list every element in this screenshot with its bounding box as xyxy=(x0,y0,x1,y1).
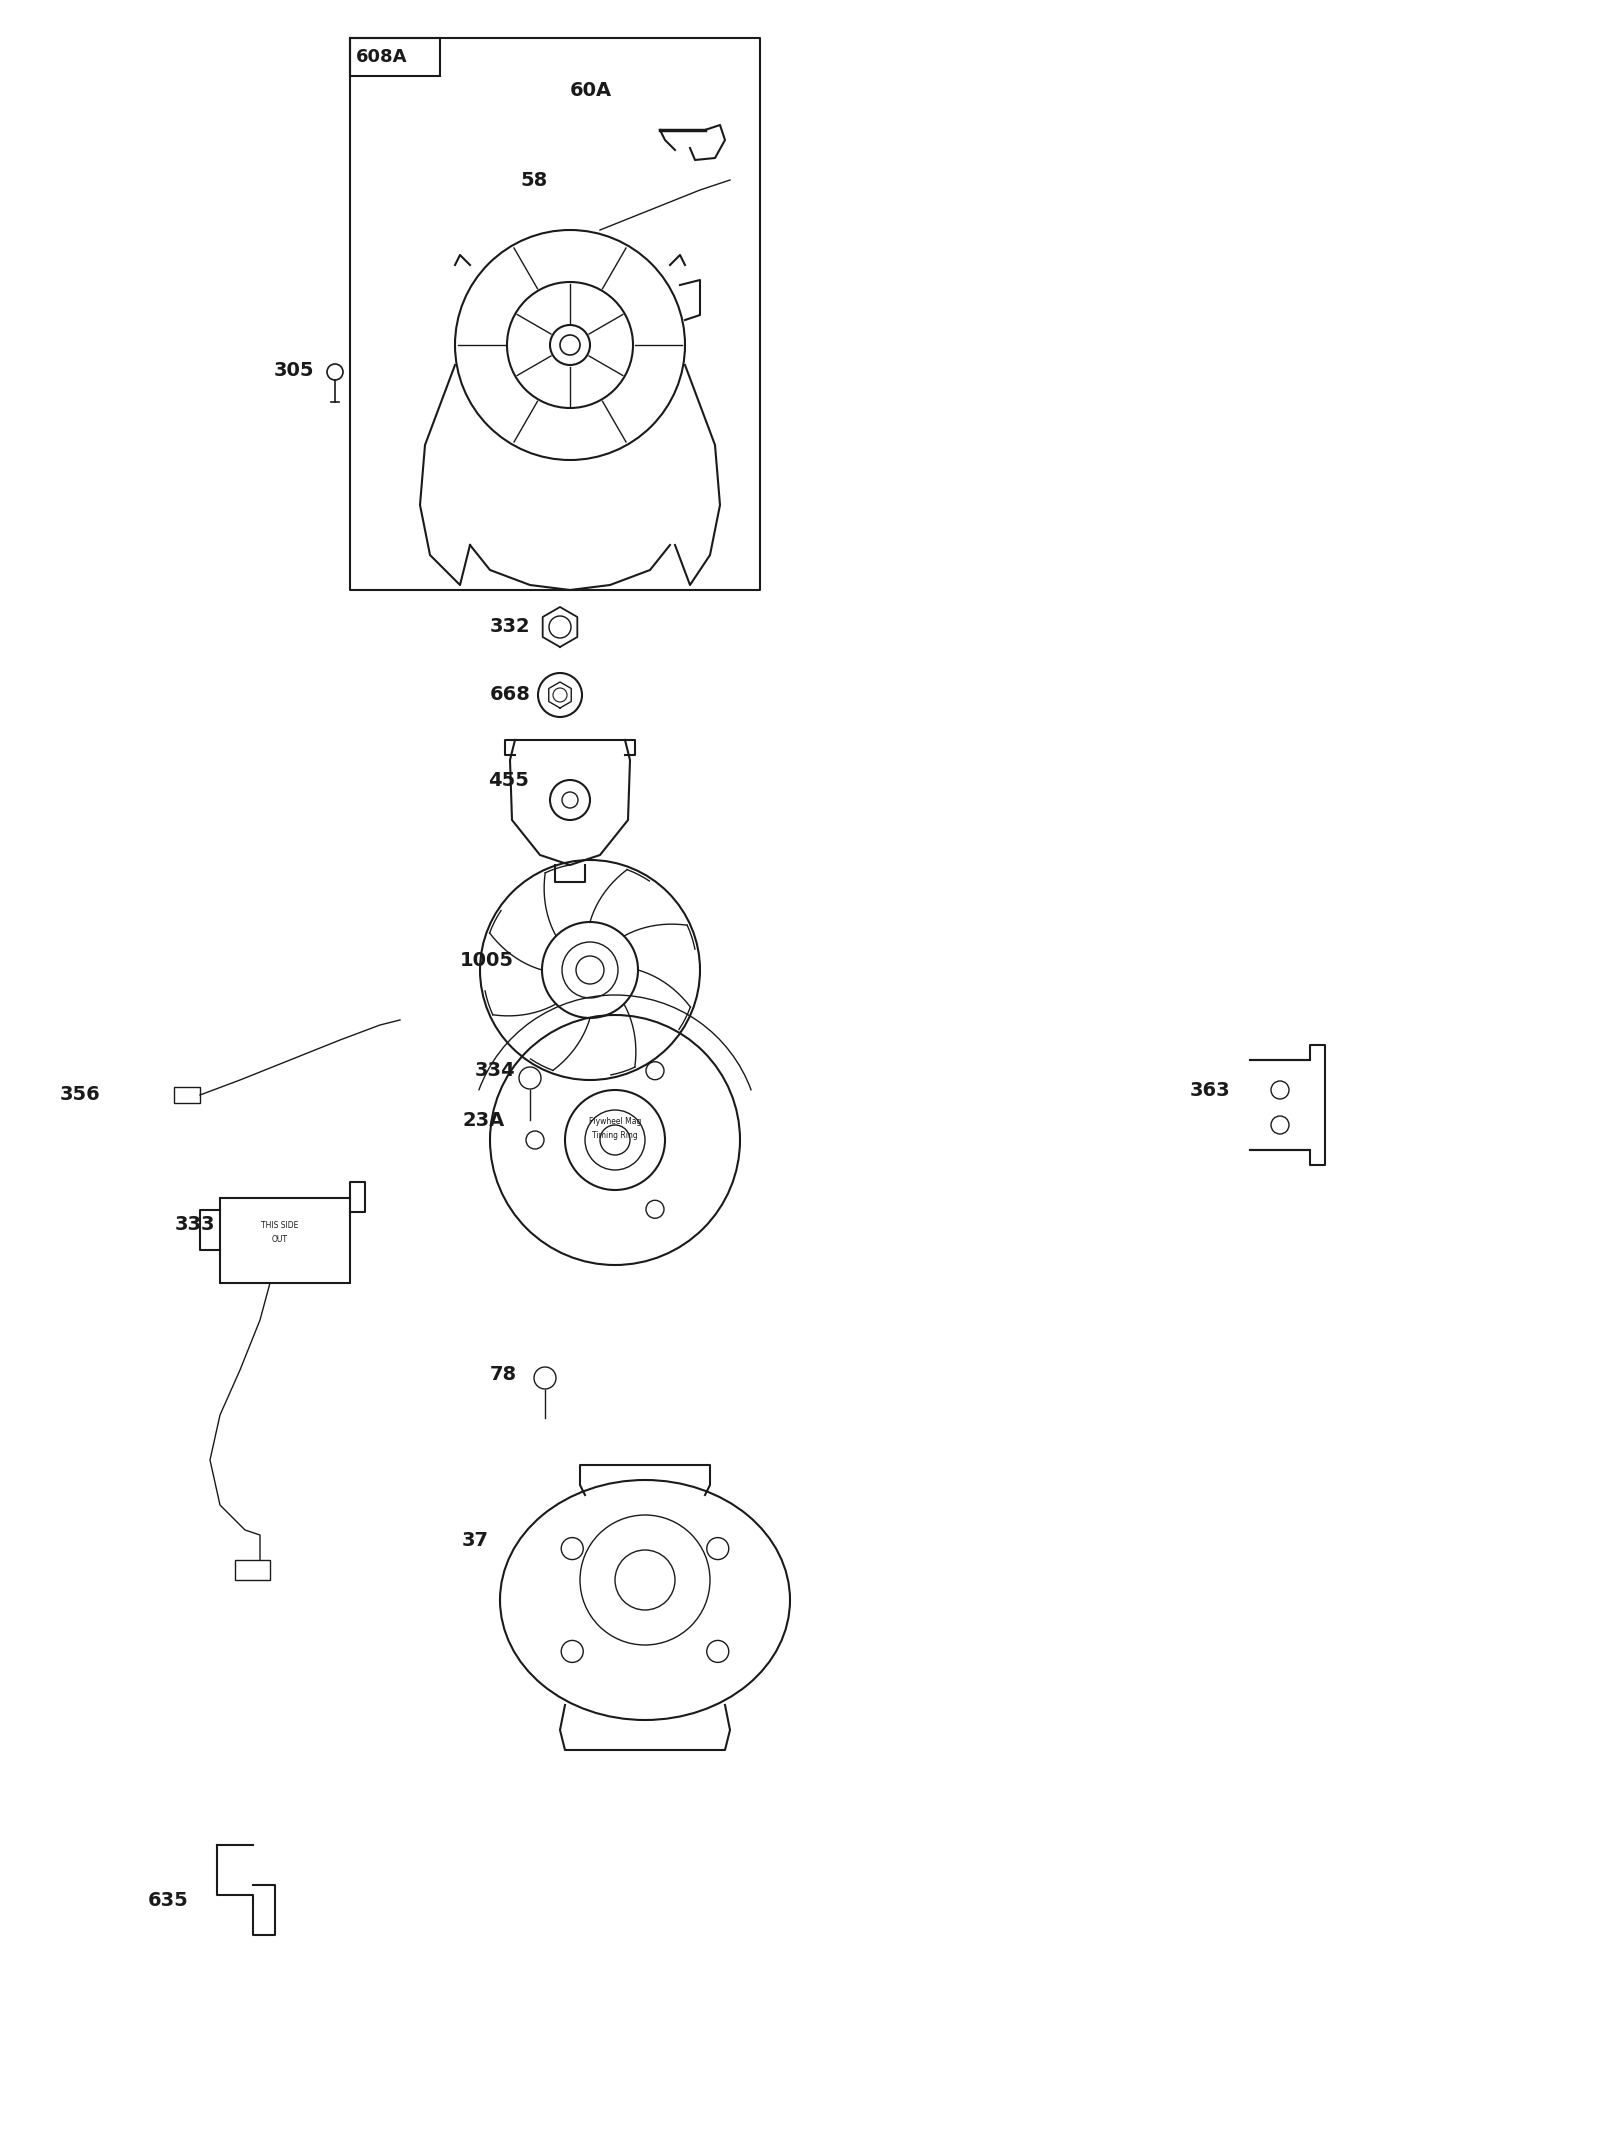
Text: 356: 356 xyxy=(61,1086,101,1105)
Text: 608A: 608A xyxy=(355,47,408,66)
Text: 668: 668 xyxy=(490,685,531,705)
Text: 78: 78 xyxy=(490,1364,517,1384)
Text: 37: 37 xyxy=(462,1532,490,1549)
Text: 23A: 23A xyxy=(462,1110,506,1129)
Text: Flywheel Mag: Flywheel Mag xyxy=(589,1118,642,1127)
Bar xyxy=(235,1559,270,1581)
Text: 635: 635 xyxy=(147,1891,189,1909)
Text: THIS SIDE: THIS SIDE xyxy=(261,1221,299,1230)
Text: 334: 334 xyxy=(475,1060,515,1080)
Text: 305: 305 xyxy=(274,360,315,379)
Text: OUT: OUT xyxy=(272,1236,288,1245)
Text: Timing Ring: Timing Ring xyxy=(592,1131,638,1140)
Text: 60A: 60A xyxy=(570,81,613,99)
Text: 1005: 1005 xyxy=(461,951,514,970)
Bar xyxy=(221,1197,350,1283)
Text: 363: 363 xyxy=(1190,1080,1230,1099)
Bar xyxy=(174,1086,200,1103)
Text: 333: 333 xyxy=(174,1215,216,1234)
Bar xyxy=(350,39,440,75)
Text: 332: 332 xyxy=(490,617,531,636)
Text: 455: 455 xyxy=(488,771,530,790)
Text: 58: 58 xyxy=(520,171,547,188)
